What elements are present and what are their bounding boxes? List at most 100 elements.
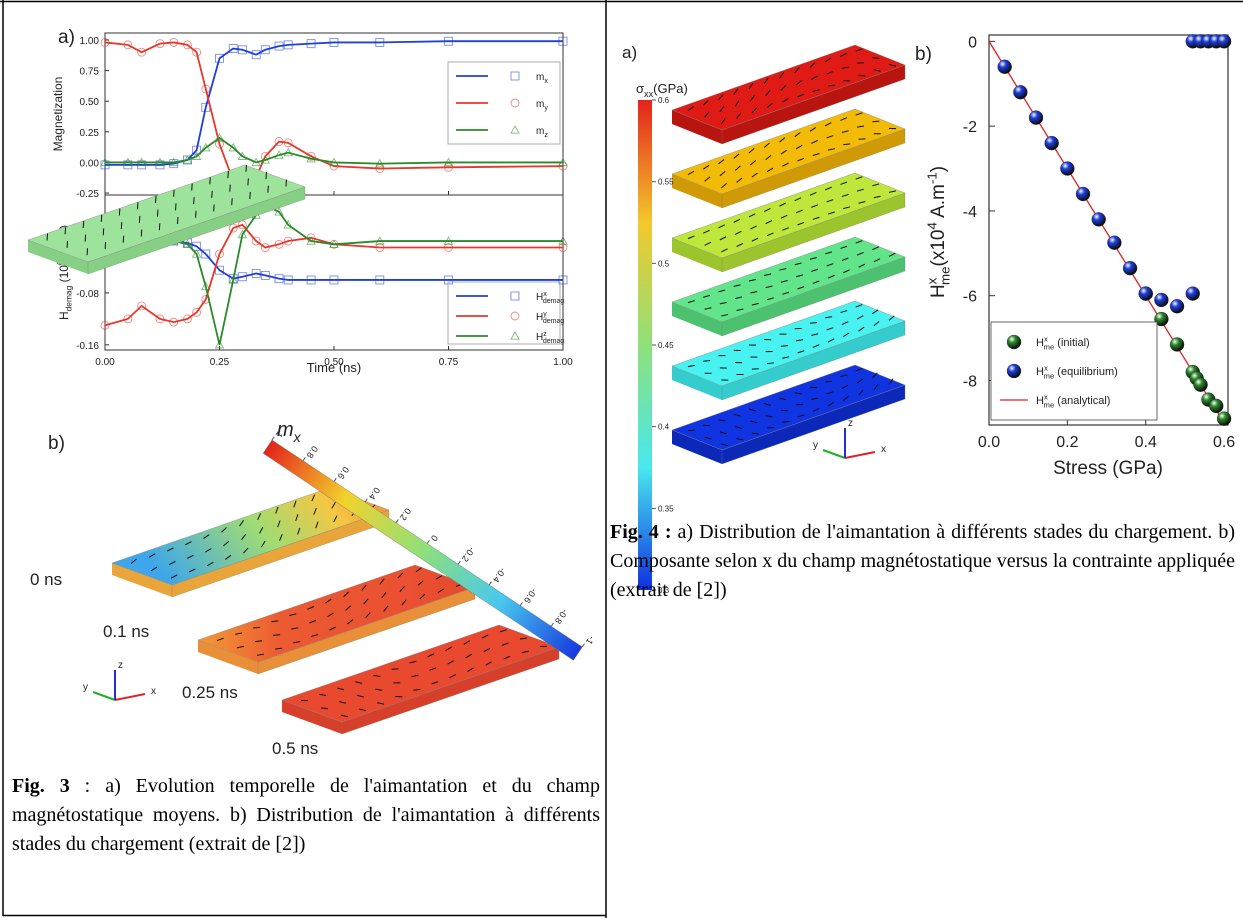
arrow — [383, 605, 389, 612]
arrow — [840, 310, 848, 313]
marker — [214, 339, 225, 349]
marker — [375, 236, 385, 245]
arrow — [243, 547, 249, 554]
arrow — [855, 367, 863, 372]
x-tick-label: 0.50 — [324, 357, 344, 368]
subscript: x — [293, 429, 302, 445]
arrow — [809, 191, 817, 196]
arrow — [751, 302, 759, 306]
arrow — [809, 322, 817, 324]
marker — [182, 239, 193, 248]
arrow — [827, 274, 835, 279]
marker — [510, 291, 520, 301]
arrow — [297, 527, 301, 535]
arrow — [764, 403, 772, 406]
marker — [443, 157, 454, 167]
arrow — [855, 48, 863, 52]
arrow — [704, 307, 712, 310]
arrow — [809, 257, 817, 260]
colorbar-title: σxx(GPa) — [636, 81, 688, 99]
marker — [215, 139, 224, 149]
arrow — [718, 159, 725, 165]
arrow — [763, 207, 771, 212]
arrow — [809, 127, 817, 132]
arrow — [872, 372, 878, 379]
legend-label: mz — [536, 126, 548, 139]
arrow — [166, 547, 174, 552]
arrow — [503, 655, 511, 660]
arrow — [779, 72, 785, 79]
arrow — [413, 688, 421, 691]
marker — [191, 249, 202, 258]
arrow — [827, 401, 835, 407]
arrow — [718, 94, 724, 101]
arrow — [687, 300, 695, 304]
marker — [182, 314, 192, 324]
marker — [155, 314, 165, 324]
arrow — [736, 112, 742, 119]
arrow — [315, 521, 319, 529]
legend-label: mx — [536, 72, 548, 85]
arrow — [812, 280, 820, 284]
arrow — [365, 612, 371, 619]
marker — [1075, 186, 1091, 202]
arrow — [733, 88, 739, 95]
arrow — [313, 507, 317, 515]
arrow — [377, 702, 385, 705]
arrow — [718, 419, 726, 422]
arrow — [873, 383, 879, 391]
arrow — [293, 500, 297, 508]
marker — [215, 249, 224, 259]
colorbar-title: mx — [277, 419, 302, 445]
arrow — [827, 211, 835, 215]
arrow — [856, 251, 864, 256]
arrow — [766, 362, 775, 365]
arrow — [429, 667, 437, 671]
marker — [192, 47, 202, 57]
arrow — [855, 112, 863, 116]
marker — [201, 84, 211, 94]
y-tick-label: 0 — [968, 34, 977, 51]
arrow — [826, 263, 834, 267]
marker — [274, 239, 284, 249]
arrow — [415, 567, 422, 573]
marker — [260, 45, 270, 55]
arrow — [235, 632, 243, 635]
arrow — [733, 284, 741, 287]
marker — [375, 37, 385, 47]
arrow — [381, 592, 387, 599]
arrow — [748, 213, 756, 218]
arrow — [718, 224, 725, 229]
arrow — [339, 701, 347, 704]
arrow — [261, 540, 266, 548]
arrow — [687, 364, 695, 368]
text-part: (analytical) — [1054, 395, 1110, 407]
arrow — [411, 674, 419, 678]
slab-side — [112, 563, 172, 597]
arrow — [733, 413, 741, 417]
arrow — [795, 209, 803, 214]
arrow — [734, 100, 740, 107]
colorbar-tick-label: 0.5 — [658, 259, 670, 268]
arrow — [521, 650, 529, 654]
x-tick-label: 0.2 — [1056, 434, 1078, 451]
legend-label: Hx me (analytical) — [1036, 393, 1110, 410]
slab-top — [671, 172, 906, 259]
marker — [251, 236, 261, 246]
arrow — [736, 243, 744, 247]
colorbar-tick — [364, 498, 368, 503]
text-part: H — [1036, 395, 1044, 407]
arrow — [812, 89, 820, 92]
colorbar-tick — [426, 539, 430, 544]
arrow — [840, 374, 848, 377]
plot-frame — [988, 34, 1229, 426]
y-tick-label: -0.16 — [76, 341, 99, 352]
arrow — [721, 248, 728, 253]
marker — [329, 157, 339, 167]
colorbar-tick-label: 1 — [274, 430, 285, 440]
supscript: x — [1044, 393, 1048, 402]
arrow — [797, 350, 805, 354]
arrow — [873, 69, 881, 72]
